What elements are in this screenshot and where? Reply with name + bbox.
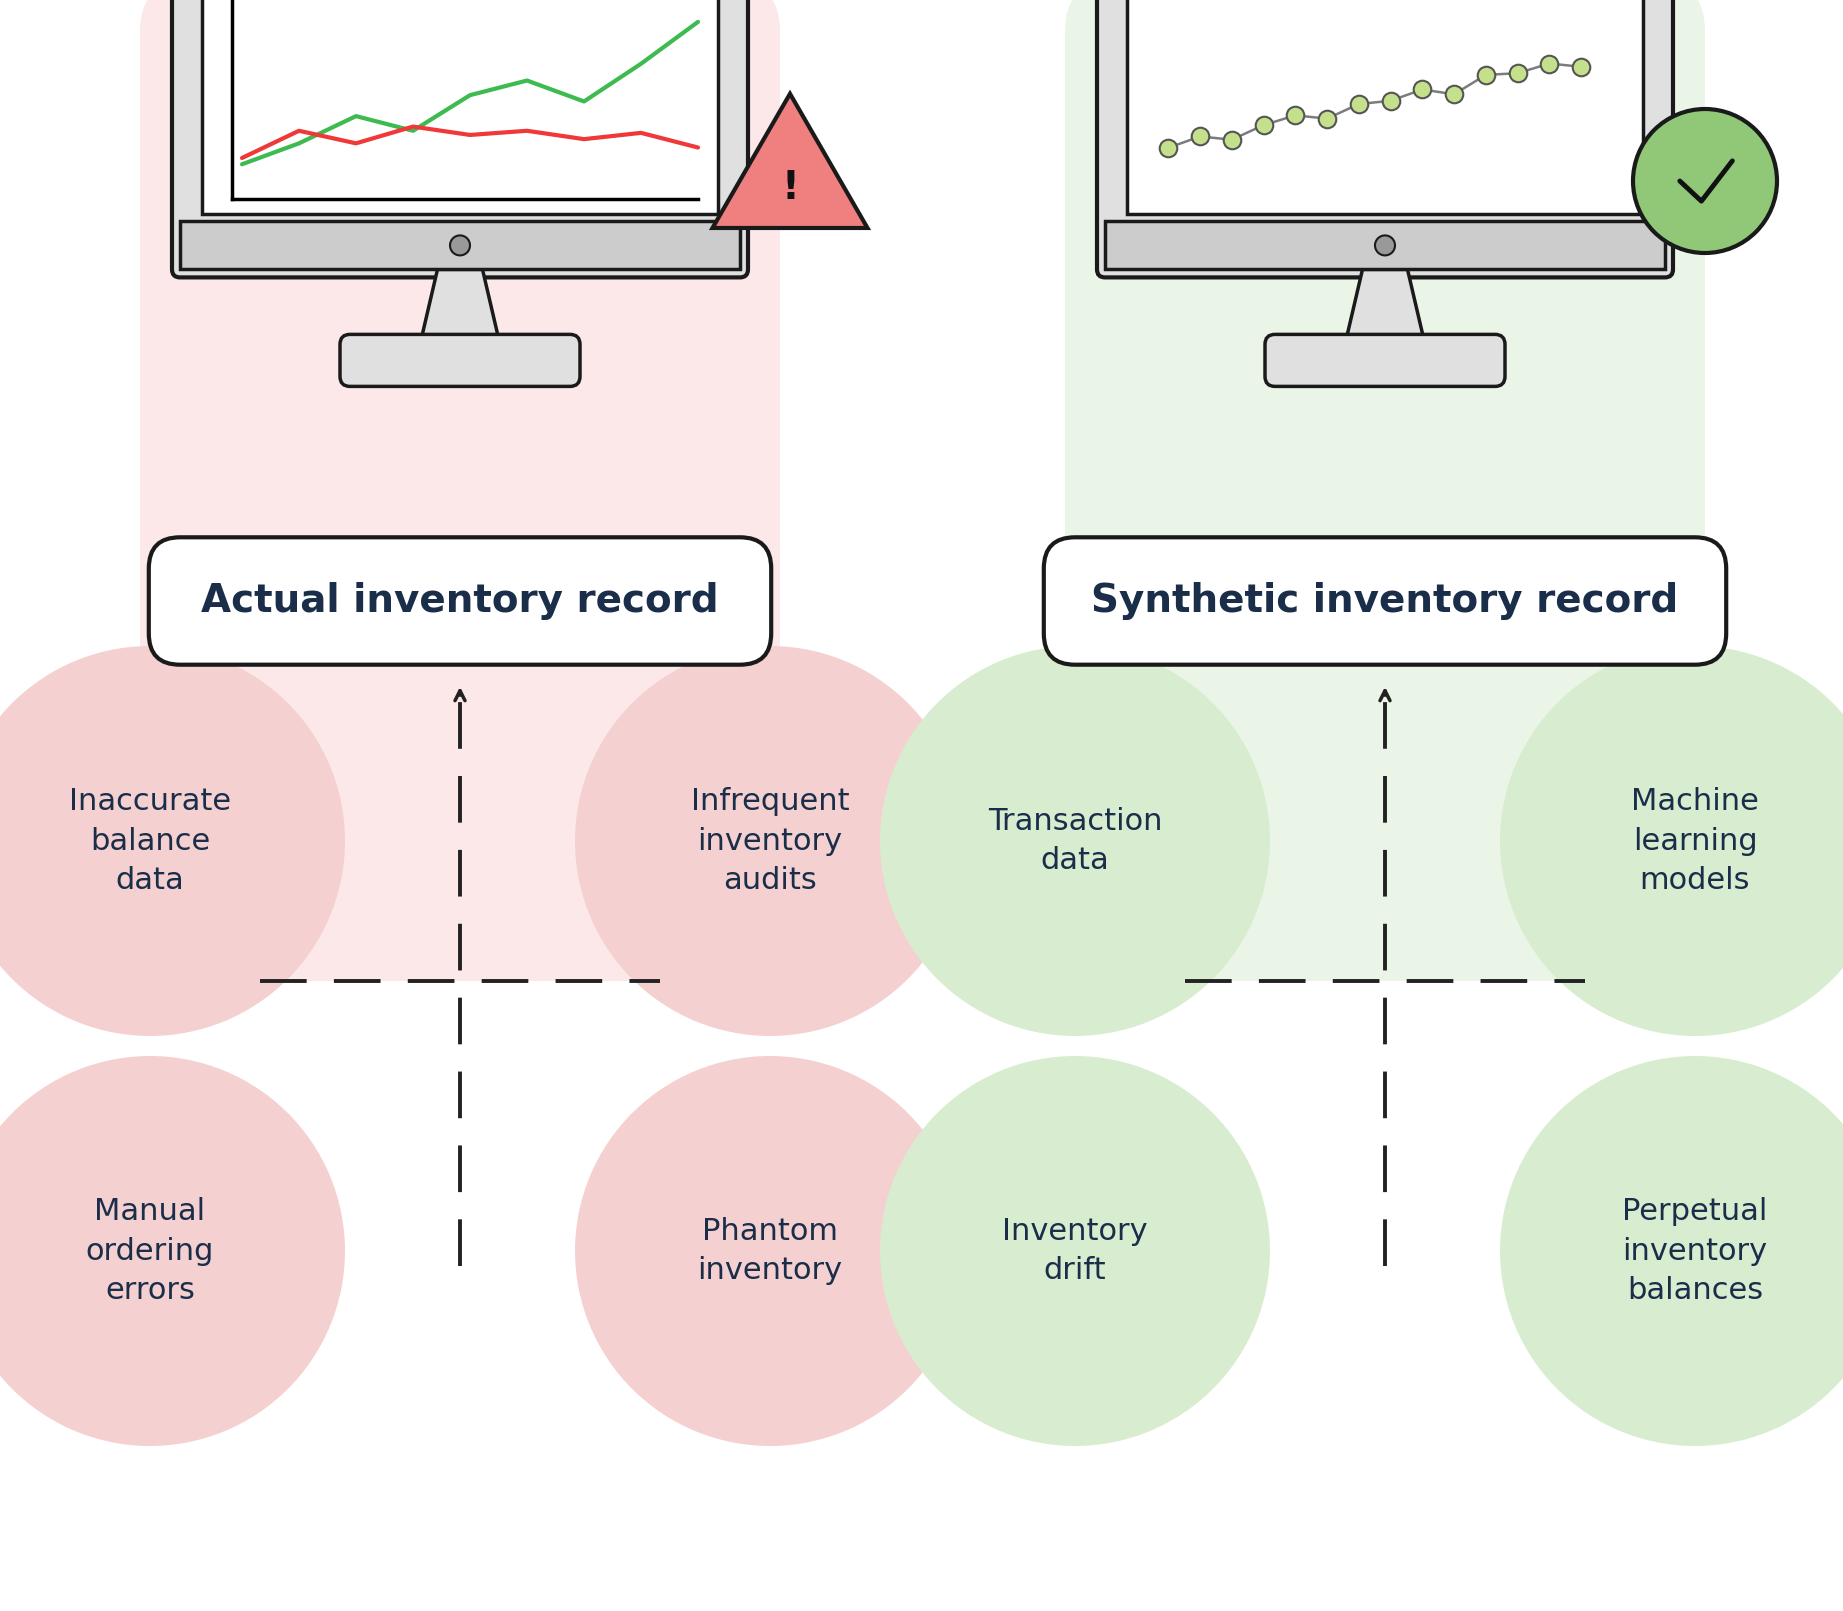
Circle shape: [879, 1055, 1270, 1447]
FancyBboxPatch shape: [1097, 0, 1673, 277]
Point: [1439, 82, 1469, 108]
Circle shape: [575, 1055, 966, 1447]
Polygon shape: [713, 93, 868, 229]
FancyBboxPatch shape: [339, 335, 581, 387]
Point: [1185, 124, 1215, 150]
Point: [1344, 92, 1373, 118]
Ellipse shape: [300, 591, 619, 651]
Text: !: !: [781, 169, 798, 206]
Text: Transaction
data: Transaction data: [988, 807, 1163, 875]
Point: [1471, 61, 1500, 87]
FancyBboxPatch shape: [171, 0, 748, 277]
Point: [1535, 50, 1565, 76]
Circle shape: [0, 646, 345, 1036]
Text: Perpetual
inventory
balances: Perpetual inventory balances: [1622, 1197, 1767, 1305]
FancyBboxPatch shape: [1065, 0, 1705, 981]
FancyBboxPatch shape: [181, 221, 741, 269]
Polygon shape: [420, 269, 499, 345]
FancyBboxPatch shape: [140, 0, 780, 981]
Text: Actual inventory record: Actual inventory record: [201, 582, 719, 620]
Circle shape: [1633, 110, 1777, 253]
Point: [1567, 53, 1596, 79]
Point: [1502, 60, 1532, 85]
Point: [1377, 89, 1406, 114]
Text: Manual
ordering
errors: Manual ordering errors: [87, 1197, 214, 1305]
Circle shape: [1500, 1055, 1843, 1447]
Point: [1250, 113, 1279, 139]
Circle shape: [1500, 646, 1843, 1036]
Polygon shape: [1345, 269, 1425, 345]
FancyBboxPatch shape: [1264, 335, 1506, 387]
Ellipse shape: [1215, 593, 1555, 649]
FancyBboxPatch shape: [203, 0, 719, 214]
Text: Infrequent
inventory
audits: Infrequent inventory audits: [691, 788, 850, 894]
FancyBboxPatch shape: [1128, 0, 1642, 214]
Text: Synthetic inventory record: Synthetic inventory record: [1091, 582, 1679, 620]
Point: [1312, 106, 1342, 132]
Text: Machine
learning
models: Machine learning models: [1631, 788, 1758, 894]
Point: [1154, 135, 1183, 161]
Circle shape: [575, 646, 966, 1036]
FancyBboxPatch shape: [1106, 221, 1664, 269]
Circle shape: [450, 235, 470, 256]
Text: Inventory
drift: Inventory drift: [1003, 1216, 1148, 1286]
Text: Phantom
inventory: Phantom inventory: [697, 1216, 842, 1286]
FancyBboxPatch shape: [149, 538, 770, 665]
Point: [1216, 127, 1246, 153]
Point: [1281, 103, 1310, 129]
Circle shape: [0, 1055, 345, 1447]
Circle shape: [1375, 235, 1395, 256]
Point: [1408, 77, 1438, 103]
Text: Inaccurate
balance
data: Inaccurate balance data: [68, 788, 230, 894]
FancyBboxPatch shape: [1043, 538, 1727, 665]
Circle shape: [879, 646, 1270, 1036]
